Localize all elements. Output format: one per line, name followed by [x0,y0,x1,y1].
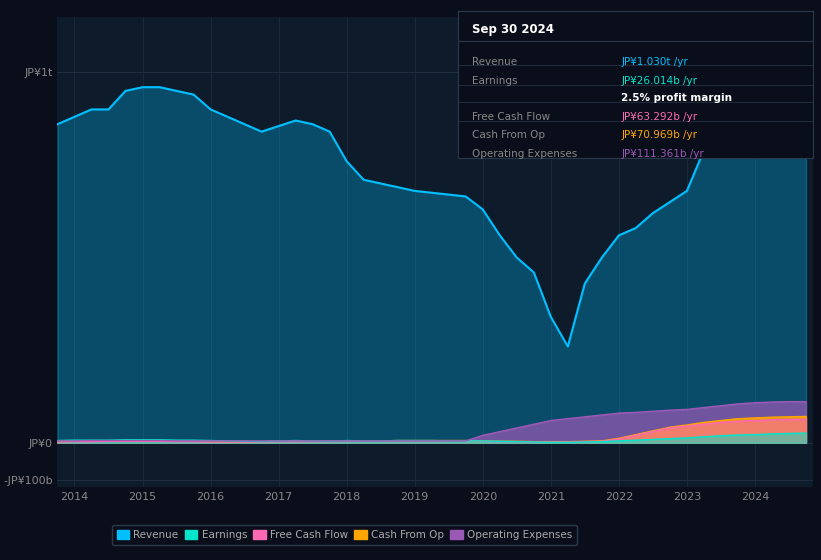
Text: Free Cash Flow: Free Cash Flow [472,113,550,123]
Legend: Revenue, Earnings, Free Cash Flow, Cash From Op, Operating Expenses: Revenue, Earnings, Free Cash Flow, Cash … [112,525,577,545]
Text: Revenue: Revenue [472,57,517,67]
Text: JP¥111.361b /yr: JP¥111.361b /yr [621,149,704,159]
Text: Cash From Op: Cash From Op [472,130,545,140]
Text: JP¥63.292b /yr: JP¥63.292b /yr [621,113,697,123]
Text: Operating Expenses: Operating Expenses [472,149,577,159]
Text: JP¥70.969b /yr: JP¥70.969b /yr [621,130,697,140]
Text: JP¥1.030t /yr: JP¥1.030t /yr [621,57,688,67]
Text: JP¥26.014b /yr: JP¥26.014b /yr [621,76,697,86]
Text: Earnings: Earnings [472,76,518,86]
Text: Sep 30 2024: Sep 30 2024 [472,23,554,36]
Text: 2.5% profit margin: 2.5% profit margin [621,94,732,104]
